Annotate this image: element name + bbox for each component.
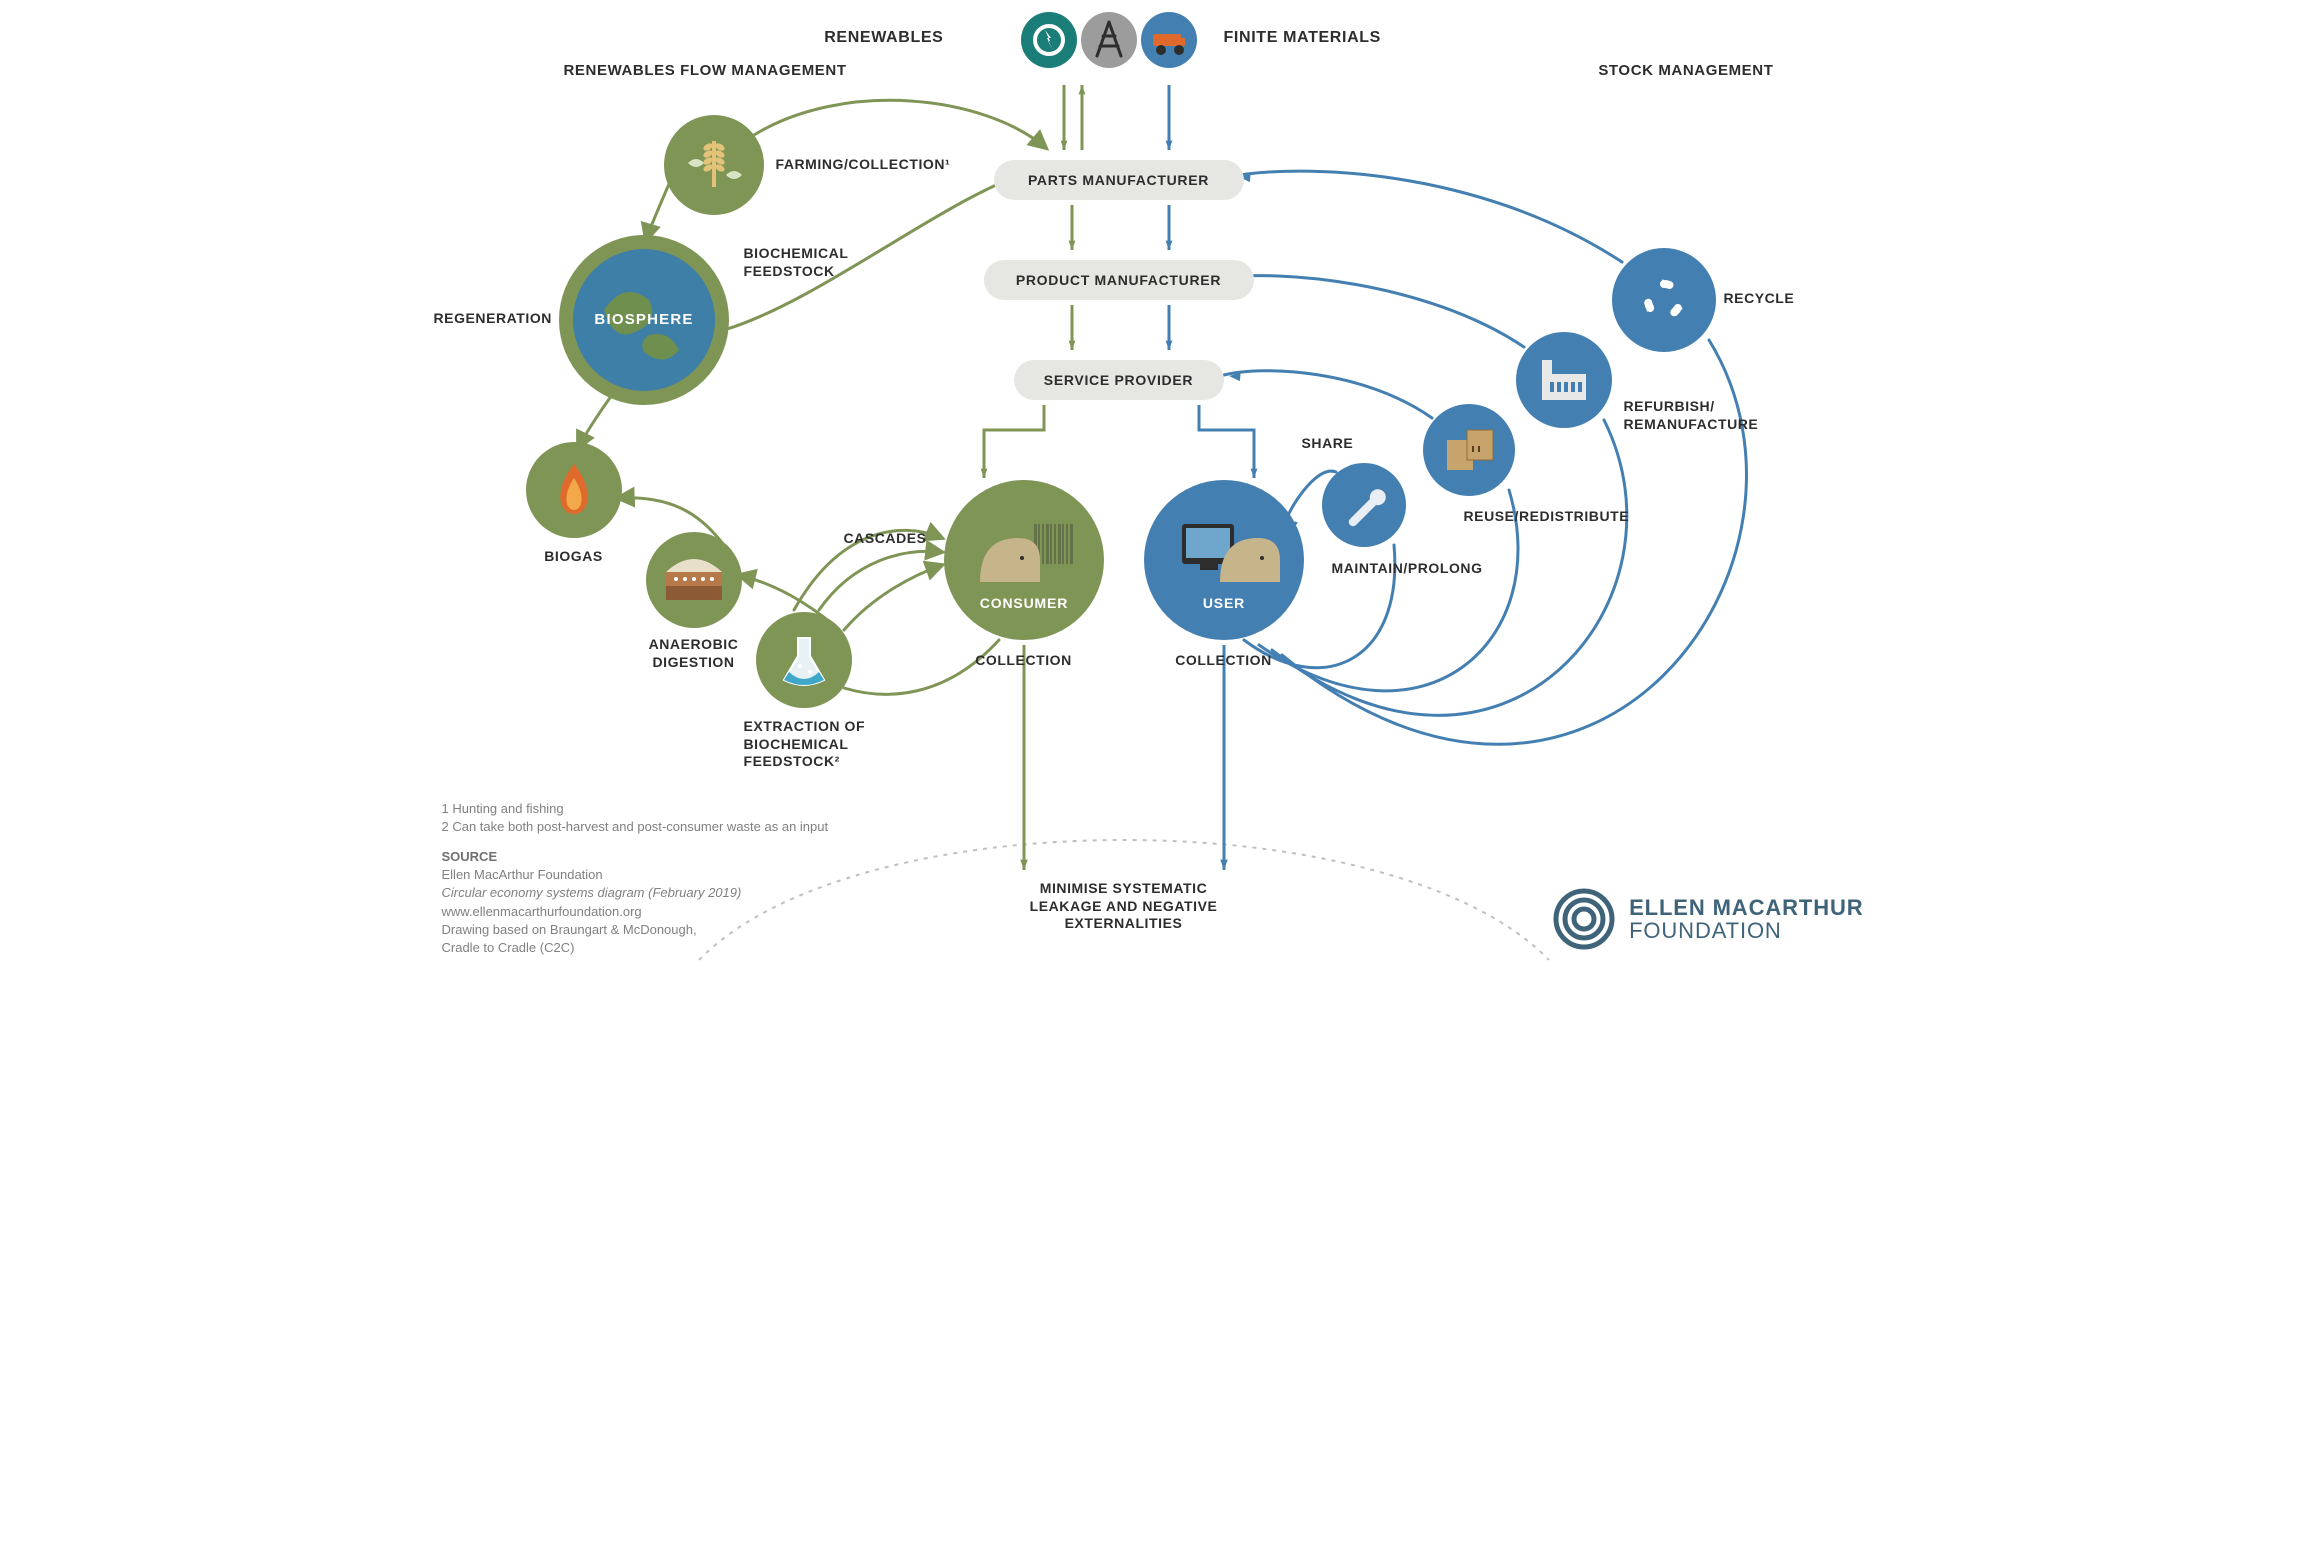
cascades-label: CASCADES bbox=[844, 530, 927, 548]
source-header: SOURCE bbox=[442, 848, 742, 866]
refurbish-label: REFURBISH/ REMANUFACTURE bbox=[1624, 398, 1759, 433]
source-line-3: Drawing based on Braungart & McDonough, bbox=[442, 921, 742, 939]
right-title: STOCK MANAGEMENT bbox=[1598, 62, 1773, 81]
source-line-4: Cradle to Cradle (C2C) bbox=[442, 939, 742, 957]
pill-product: PRODUCT MANUFACTURER bbox=[984, 260, 1254, 300]
svg-text:CONSUMER: CONSUMER bbox=[979, 595, 1067, 611]
pill-parts: PARTS MANUFACTURER bbox=[994, 160, 1244, 200]
source-line-1: Circular economy systems diagram (Februa… bbox=[442, 884, 742, 902]
logo-line1: ELLEN MACARTHUR bbox=[1629, 895, 1863, 920]
source-block: SOURCE Ellen MacArthur Foundation Circul… bbox=[442, 848, 742, 957]
source-line-0: Ellen MacArthur Foundation bbox=[442, 866, 742, 884]
share-label: SHARE bbox=[1302, 435, 1354, 453]
emf-logo-icon bbox=[1553, 888, 1615, 950]
source-line-2: www.ellenmacarthurfoundation.org bbox=[442, 903, 742, 921]
biochem-feedstock-label: BIOCHEMICAL FEEDSTOCK bbox=[744, 245, 849, 280]
maintain-label: MAINTAIN/PROLONG bbox=[1332, 560, 1483, 578]
emf-logo: ELLEN MACARTHUR FOUNDATION bbox=[1553, 888, 1863, 950]
finite-materials-label: FINITE MATERIALS bbox=[1224, 28, 1382, 48]
biogas-label: BIOGAS bbox=[534, 548, 614, 566]
diagram-stage: BIOSPHERE CONSUMER USER RENEWABLES FINITE … bbox=[424, 0, 1894, 980]
extraction-label: EXTRACTION OF BIOCHEMICAL FEEDSTOCK² bbox=[744, 718, 914, 771]
farming-label: FARMING/COLLECTION¹ bbox=[776, 156, 951, 174]
left-title: RENEWABLES FLOW MANAGEMENT bbox=[564, 62, 847, 81]
digestion-label: ANAEROBIC DIGESTION bbox=[634, 636, 754, 671]
footnotes: 1 Hunting and fishing 2 Can take both po… bbox=[442, 800, 829, 836]
pill-service: SERVICE PROVIDER bbox=[1014, 360, 1224, 400]
renewables-label: RENEWABLES bbox=[824, 28, 944, 48]
regeneration-label: REGENERATION bbox=[434, 310, 544, 328]
svg-text:USER: USER bbox=[1202, 595, 1244, 611]
reuse-label: REUSE/REDISTRIBUTE bbox=[1464, 508, 1630, 526]
footnote-2: 2 Can take both post-harvest and post-co… bbox=[442, 818, 829, 836]
recycle-label: RECYCLE bbox=[1724, 290, 1795, 308]
collection-left-label: COLLECTION bbox=[969, 652, 1079, 670]
logo-line2: FOUNDATION bbox=[1629, 919, 1863, 942]
footnote-1: 1 Hunting and fishing bbox=[442, 800, 829, 818]
collection-right-label: COLLECTION bbox=[1169, 652, 1279, 670]
svg-text:BIOSPHERE: BIOSPHERE bbox=[594, 311, 693, 328]
minimise-label: MINIMISE SYSTEMATIC LEAKAGE AND NEGATIVE… bbox=[1014, 880, 1234, 933]
